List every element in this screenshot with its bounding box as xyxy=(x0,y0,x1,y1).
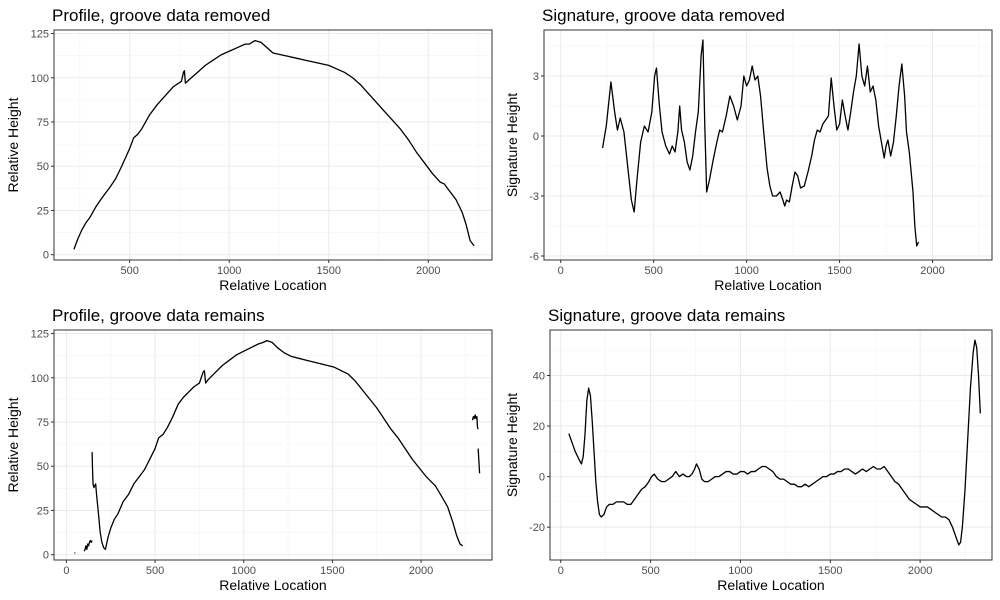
x-axis-title: Relative Location xyxy=(219,577,326,593)
x-tick-label: 1000 xyxy=(231,565,255,577)
series-line xyxy=(568,339,981,546)
chart-title: Signature, groove data remains xyxy=(548,306,785,325)
x-tick-label: 2000 xyxy=(920,265,944,277)
x-tick-label: 500 xyxy=(146,565,164,577)
x-axis-title: Relative Location xyxy=(717,577,824,593)
chart-title: Profile, groove data remains xyxy=(52,306,265,325)
plot-background xyxy=(544,30,992,260)
x-tick-label: 0 xyxy=(558,265,564,277)
y-tick-label: 25 xyxy=(37,505,49,517)
series-line xyxy=(477,448,481,474)
series-line xyxy=(471,414,479,430)
chart-panel-signature-groove-remains: Signature, groove data remains Relative … xyxy=(504,306,993,593)
x-tick-label: 2000 xyxy=(416,265,440,277)
plot-border xyxy=(549,329,993,561)
series-line xyxy=(73,39,475,250)
chart-title: Profile, groove data removed xyxy=(52,6,270,25)
y-axis-title: Signature Height xyxy=(504,393,520,497)
series-line xyxy=(83,539,93,552)
y-tick-label: 0 xyxy=(43,250,49,262)
plot-border xyxy=(53,329,493,561)
y-tick-label: -6 xyxy=(529,251,539,263)
x-tick-label: 500 xyxy=(641,565,659,577)
chart-panel-profile-groove-removed: Profile, groove data removed Relative Lo… xyxy=(5,6,493,293)
y-tick-label: 125 xyxy=(31,329,49,341)
series-line xyxy=(91,339,464,551)
x-tick-label: 1500 xyxy=(320,565,344,577)
y-tick-label: 0 xyxy=(539,472,545,484)
y-tick-label: 25 xyxy=(37,205,49,217)
x-tick-label: 500 xyxy=(120,265,138,277)
x-tick-label: 1500 xyxy=(317,265,341,277)
plot-background xyxy=(54,330,492,560)
x-tick-label: 500 xyxy=(644,265,662,277)
y-tick-label: 125 xyxy=(31,29,49,41)
y-tick-label: 40 xyxy=(533,370,545,382)
y-axis-title: Relative Height xyxy=(5,397,21,492)
y-axis-title: Signature Height xyxy=(504,93,520,197)
x-tick-label: 2000 xyxy=(409,565,433,577)
x-tick-label: 1500 xyxy=(818,565,842,577)
plot-border xyxy=(543,29,993,261)
x-tick-label: 1000 xyxy=(728,565,752,577)
x-tick-label: 1000 xyxy=(217,265,241,277)
y-tick-label: 75 xyxy=(37,117,49,129)
x-tick-label: 0 xyxy=(63,565,69,577)
y-tick-label: 3 xyxy=(533,71,539,83)
chart-title: Signature, groove data removed xyxy=(542,6,785,25)
plot-background xyxy=(54,30,492,260)
chart-panel-profile-groove-remains: Profile, groove data remains Relative Lo… xyxy=(5,306,493,593)
chart-panel-signature-groove-removed: Signature, groove data removed Relative … xyxy=(504,6,993,293)
y-tick-label: -20 xyxy=(529,522,545,534)
x-tick-label: 2000 xyxy=(908,565,932,577)
y-tick-label: 100 xyxy=(31,73,49,85)
series-line xyxy=(601,39,920,247)
y-tick-label: 50 xyxy=(37,461,49,473)
y-tick-label: 0 xyxy=(533,131,539,143)
y-tick-label: 50 xyxy=(37,161,49,173)
y-tick-label: -3 xyxy=(529,191,539,203)
x-tick-label: 1000 xyxy=(734,265,758,277)
plot-background xyxy=(550,330,992,560)
y-tick-label: 75 xyxy=(37,417,49,429)
y-tick-label: 0 xyxy=(43,550,49,562)
x-axis-title: Relative Location xyxy=(219,277,326,293)
y-tick-label: 20 xyxy=(533,421,545,433)
y-axis-title: Relative Height xyxy=(5,97,21,192)
x-tick-label: 1500 xyxy=(827,265,851,277)
plot-border xyxy=(53,29,493,261)
x-tick-label: 0 xyxy=(558,565,564,577)
x-axis-title: Relative Location xyxy=(714,277,821,293)
y-tick-label: 100 xyxy=(31,373,49,385)
